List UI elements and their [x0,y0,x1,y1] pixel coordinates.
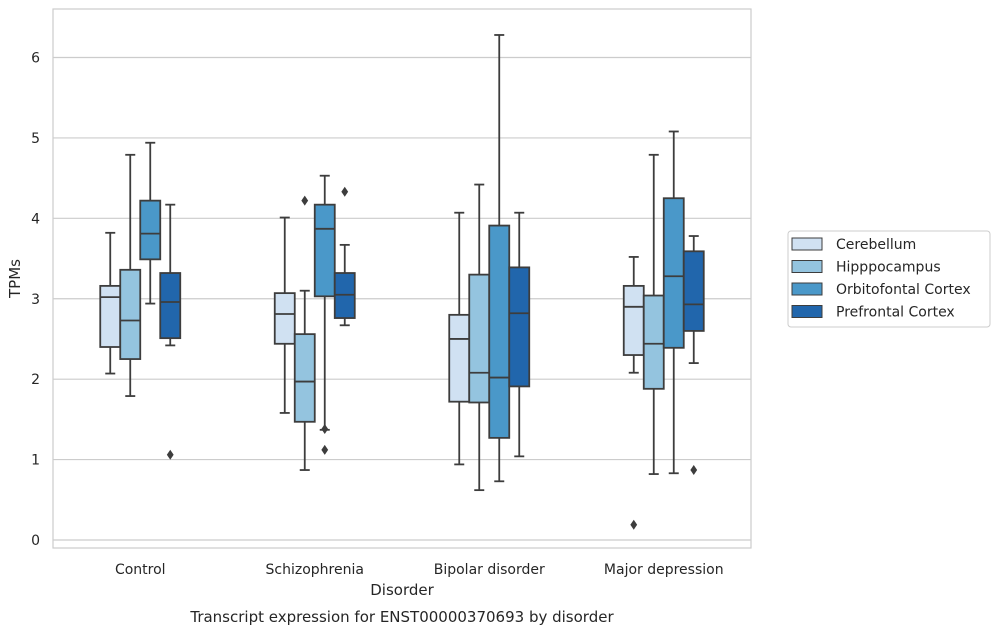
y-axis-label: TPMs [6,259,24,299]
x-tick-label: Major depression [604,562,724,578]
box-3-2 [662,130,685,475]
box-iqr [622,284,645,356]
legend-label: Prefrontal Cortex [836,305,955,321]
legend-swatch [791,305,823,318]
outlier-point [690,465,698,476]
legend-swatch [791,282,823,296]
x-tick-label: Control [115,562,166,578]
legend-frame [787,230,991,328]
box-iqr [662,197,685,349]
outlier-point [301,195,309,206]
legend-label: Hipppocampus [836,260,941,276]
box-1-1 [293,195,316,471]
x-tick-label: Schizophrenia [266,562,364,578]
box-2-3 [508,211,531,458]
box-iqr [468,273,491,404]
box-iqr [293,333,316,423]
box-1-0 [273,216,296,414]
box-2-0 [448,211,471,466]
outlier-point [630,519,638,530]
y-tick-label: 3 [31,292,40,308]
box-iqr [642,294,665,390]
legend: Cerebellum Hipppocampus Orbitofontal Corte… [787,230,991,328]
box-0-3 [159,203,182,460]
legend-label: Cerebellum [836,237,916,253]
y-tick-label: 0 [31,533,40,549]
box-3-3 [682,235,705,476]
y-tick-label: 4 [31,211,40,227]
box-series [99,34,705,530]
x-tick-label: Bipolar disorder [434,562,545,578]
box-1-2 [313,174,336,455]
outlier-point [321,444,329,455]
outlier-point [321,424,329,435]
box-2-2 [488,34,511,483]
box-1-3 [333,186,356,327]
y-tick-labels: 0 1 2 3 4 5 6 [31,51,40,550]
y-tick-label: 5 [31,131,40,147]
box-iqr [682,250,705,332]
y-tick-label: 1 [31,453,40,469]
outlier-point [166,449,174,460]
legend-label: Orbitofontal Cortex [836,282,971,298]
legend-swatch [791,260,823,273]
y-tick-label: 6 [31,51,40,67]
box-iqr [159,272,182,340]
box-iqr [313,203,336,298]
box-iqr [488,224,511,439]
box-iqr [273,292,296,345]
outlier-point [341,186,349,197]
x-tick-labels: Control Schizophrenia Bipolar disorder Majo… [115,562,724,578]
legend-swatch [791,237,823,251]
y-tick-label: 2 [31,372,40,388]
box-iqr [508,266,531,388]
plot-area [52,8,752,549]
x-axis-label: Disorder [370,581,434,599]
box-0-2 [139,141,162,305]
box-iqr [139,199,162,261]
box-iqr [448,313,471,403]
box-iqr [119,268,142,360]
box-iqr [99,284,122,348]
box-0-1 [119,153,142,397]
chart-caption: Transcript expression for ENST0000037069… [189,608,614,626]
